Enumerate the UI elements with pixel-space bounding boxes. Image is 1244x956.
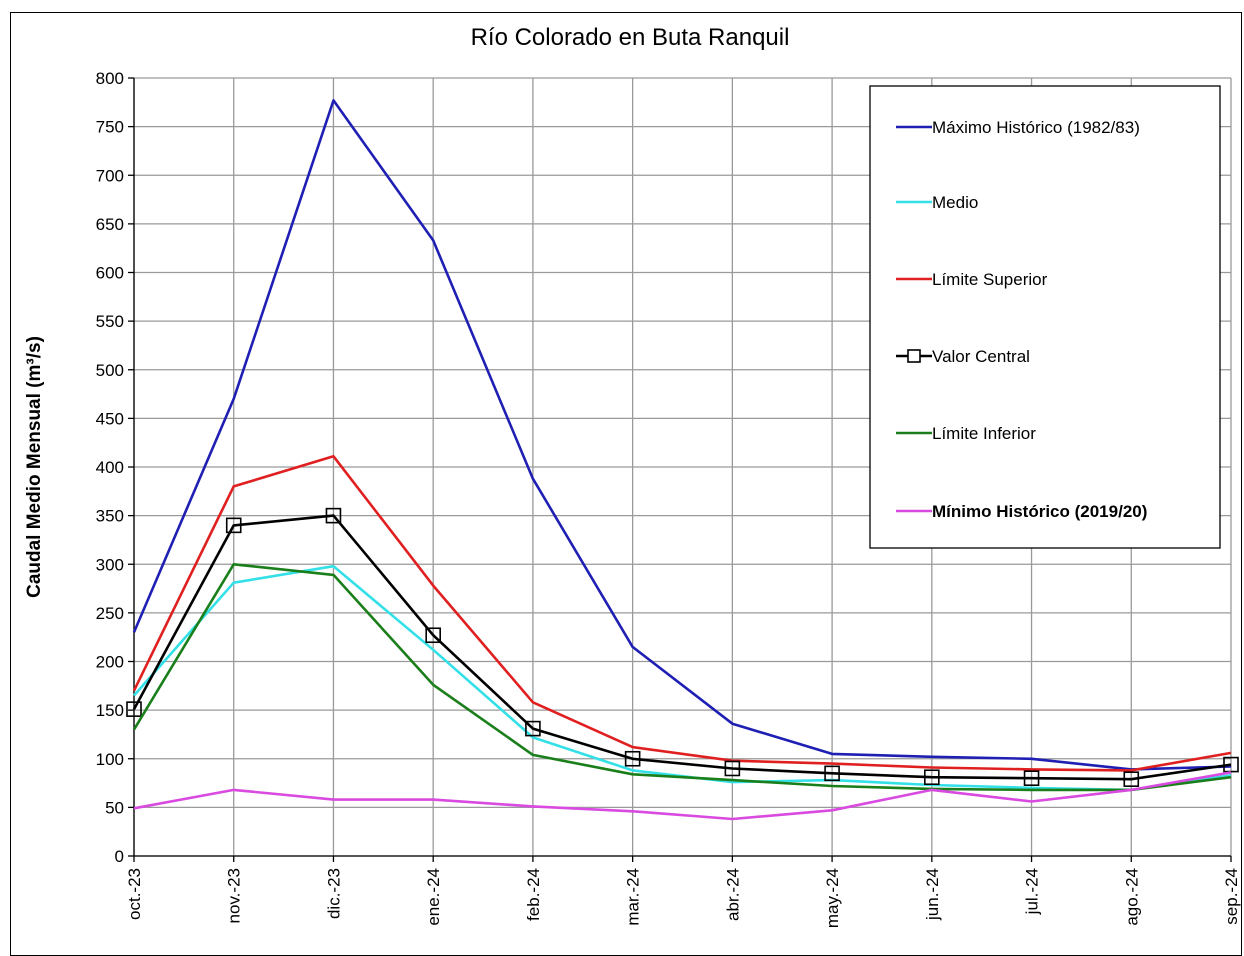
y-tick-label: 700	[96, 166, 124, 185]
series-line	[133, 771, 1232, 821]
legend-label: Medio	[932, 193, 978, 212]
data-point-marker	[624, 750, 641, 767]
x-tick-label: oct.-23	[125, 868, 144, 920]
y-tick-label: 250	[96, 604, 124, 623]
legend-label: Máximo Histórico (1982/83)	[932, 118, 1140, 137]
x-tick-label: nov.-23	[225, 868, 244, 923]
x-tick-label: sep.-24	[1222, 868, 1241, 925]
y-tick-label: 350	[96, 507, 124, 526]
data-point-marker	[225, 517, 242, 534]
chart-title: Río Colorado en Buta Ranquil	[471, 24, 790, 51]
axes	[128, 77, 1232, 862]
y-tick-label: 800	[96, 69, 124, 88]
series-line	[133, 564, 1232, 792]
series-lines	[126, 99, 1239, 821]
x-tick-labels: oct.-23 nov.-23 dic.-23 ene.-24 feb.-24 mar.-…	[125, 868, 1241, 928]
x-tick-label: feb.-24	[524, 868, 543, 921]
y-tick-label: 550	[96, 312, 124, 331]
y-tick-label: 150	[96, 701, 124, 720]
data-point-marker	[724, 760, 741, 777]
legend-marker	[907, 349, 921, 363]
x-tick-label: ene.-24	[424, 868, 443, 926]
legend-label: Mínimo Histórico (2019/20)	[932, 502, 1147, 521]
data-point-marker	[425, 627, 441, 644]
series-line	[132, 562, 1232, 792]
series-line	[132, 514, 1232, 781]
x-tick-label: may.-24	[823, 868, 842, 928]
y-tick-label: 300	[96, 555, 124, 574]
y-tick-label: 0	[115, 847, 124, 866]
data-point-marker	[1123, 771, 1140, 787]
legend-label: Límite Inferior	[932, 424, 1036, 443]
data-point-marker	[126, 701, 142, 717]
y-tick-labels: 0 50 100 150 200 250 300 350 400 450 500 550 600 650 7…	[96, 69, 124, 866]
series-line	[132, 99, 1232, 771]
y-tick-label: 750	[96, 118, 124, 137]
y-axis-label: Caudal Medio Mensual (m³/s)	[24, 336, 45, 598]
legend-label: Límite Superior	[932, 270, 1048, 289]
y-tick-label: 650	[96, 215, 124, 234]
data-point-marker	[1023, 770, 1040, 787]
data-point-marker	[924, 769, 940, 786]
x-tick-label: jun.-24	[923, 868, 942, 921]
y-tick-label: 400	[96, 458, 124, 477]
x-tick-label: abr.-24	[723, 868, 742, 921]
legend-box	[869, 85, 1221, 549]
x-tick-label: ago.-24	[1122, 868, 1141, 926]
data-point-marker	[824, 765, 840, 782]
legend: Máximo Histórico (1982/83) Medio Límite Su…	[869, 85, 1221, 549]
x-tick-label: jul.-24	[1023, 868, 1042, 915]
y-tick-label: 500	[96, 361, 124, 380]
x-tick-label: dic.-23	[324, 868, 343, 919]
data-point-marker	[325, 507, 342, 524]
y-tick-label: 450	[96, 409, 124, 428]
data-point-marker	[1223, 756, 1239, 773]
y-tick-label: 200	[96, 653, 124, 672]
y-tick-label: 600	[96, 264, 124, 283]
y-tick-label: 100	[96, 750, 124, 769]
series-line	[132, 454, 1232, 772]
data-point-marker	[525, 720, 541, 737]
x-tick-label: mar.-24	[624, 868, 643, 926]
y-tick-label: 50	[105, 798, 124, 817]
legend-label: Valor Central	[932, 347, 1030, 366]
